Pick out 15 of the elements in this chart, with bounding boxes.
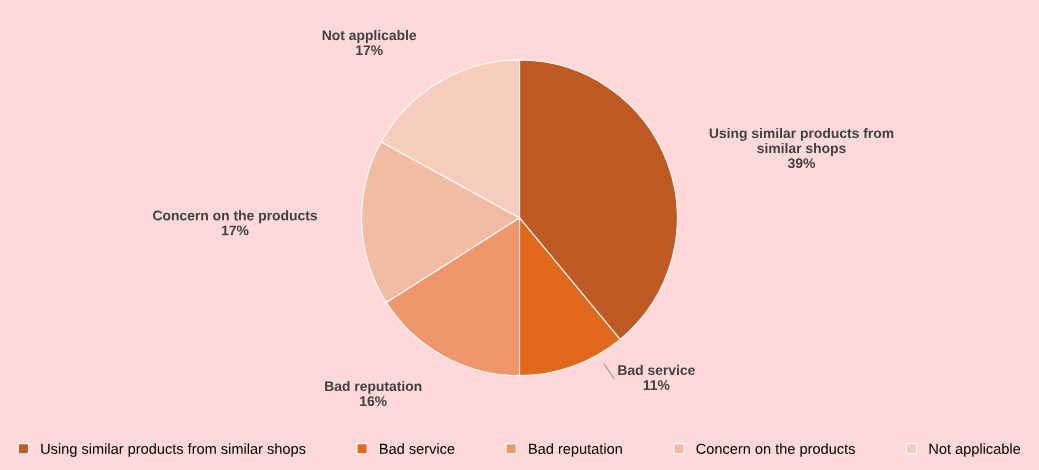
legend-label: Not applicable bbox=[929, 443, 1021, 457]
slice-label: Concern on the products bbox=[153, 210, 318, 224]
data-label: 16% bbox=[360, 396, 387, 407]
slice-label: Not applicable bbox=[322, 29, 417, 43]
data-label: 17% bbox=[221, 225, 249, 236]
data-label: 17% bbox=[356, 45, 383, 56]
data-label: 11% bbox=[643, 380, 670, 390]
legend-label: Bad reputation bbox=[529, 443, 622, 457]
legend-label: Bad service bbox=[380, 443, 455, 454]
legend-label: Using similar products from similar shops bbox=[41, 443, 306, 457]
legend-label: Concern on the products bbox=[696, 443, 855, 457]
slice-label: Bad service bbox=[618, 364, 695, 376]
data-label: 39% bbox=[787, 158, 816, 169]
slice-label: Bad reputation bbox=[325, 380, 422, 394]
slice-label: Using similar products from similar shops bbox=[709, 127, 894, 156]
